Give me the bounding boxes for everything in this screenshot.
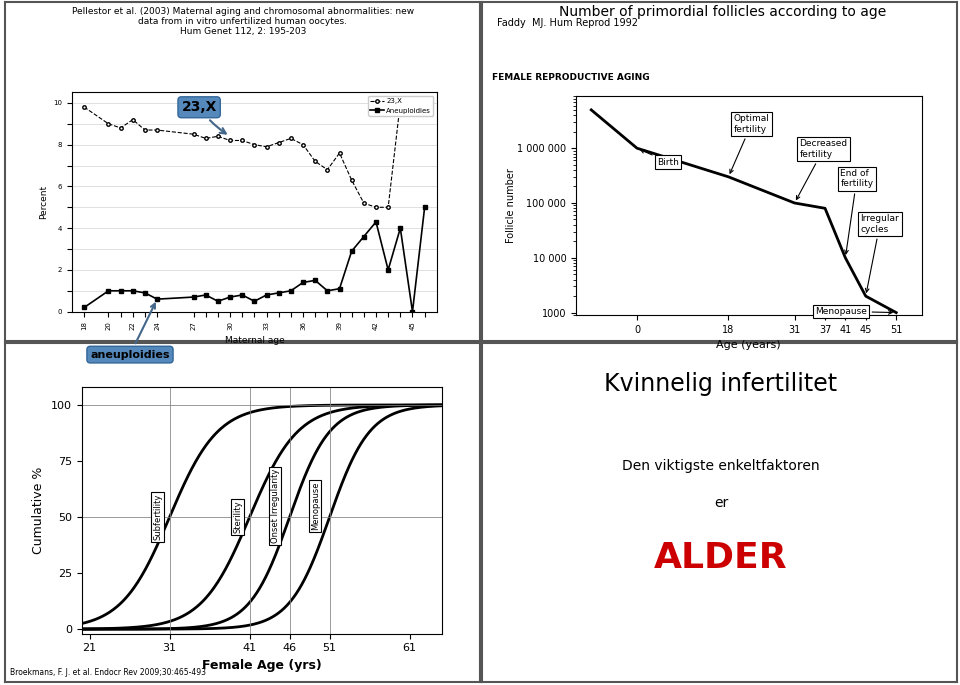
Text: Number of primordial follicles according to age: Number of primordial follicles according…: [560, 5, 886, 18]
Aneuploidies: [382, 266, 394, 274]
Aneuploidies: [322, 287, 333, 295]
Text: ALDER: ALDER: [654, 541, 788, 575]
23,X: [103, 120, 114, 128]
Aneuploidies: [236, 291, 248, 299]
Aneuploidies: [395, 224, 406, 232]
Line: 23,X: 23,X: [83, 101, 426, 209]
Aneuploidies: [188, 293, 200, 301]
23,X: [285, 134, 297, 142]
Aneuploidies: [419, 203, 430, 212]
Text: Broekmans, F. J. et al. Endocr Rev 2009;30:465-493: Broekmans, F. J. et al. Endocr Rev 2009;…: [10, 668, 205, 677]
23,X: [358, 199, 370, 208]
23,X: [236, 136, 248, 145]
Text: FEMALE REPRODUCTIVE AGING: FEMALE REPRODUCTIVE AGING: [492, 73, 650, 82]
Aneuploidies: [371, 218, 382, 226]
X-axis label: Female Age (yrs): Female Age (yrs): [202, 659, 322, 672]
Aneuploidies: [103, 287, 114, 295]
Text: 23,X: 23,X: [181, 100, 226, 134]
23,X: [395, 99, 406, 107]
Aneuploidies: [407, 308, 419, 316]
23,X: [322, 166, 333, 174]
23,X: [127, 116, 138, 124]
Text: Pellestor et al. (2003) Maternal aging and chromosomal abnormalities: new: Pellestor et al. (2003) Maternal aging a…: [72, 7, 414, 16]
Aneuploidies: [273, 289, 284, 297]
Text: Kvinnelig infertilitet: Kvinnelig infertilitet: [605, 371, 837, 396]
Aneuploidies: [346, 247, 357, 256]
Y-axis label: Cumulative %: Cumulative %: [33, 466, 45, 554]
Line: Aneuploidies: Aneuploidies: [83, 206, 426, 314]
23,X: [188, 130, 200, 138]
Aneuploidies: [225, 293, 236, 301]
Aneuploidies: [200, 291, 211, 299]
Text: Menopause: Menopause: [815, 307, 892, 316]
Text: Onset Irregularity: Onset Irregularity: [271, 469, 279, 543]
23,X: [212, 132, 224, 140]
23,X: [407, 99, 419, 107]
Text: er: er: [714, 497, 728, 510]
Text: Optimal
fertility: Optimal fertility: [730, 114, 769, 173]
Text: aneuploidies: aneuploidies: [90, 303, 170, 360]
23,X: [273, 138, 284, 147]
Text: Den viktigste enkeltfaktoren: Den viktigste enkeltfaktoren: [622, 459, 820, 473]
Aneuploidies: [249, 297, 260, 306]
X-axis label: Maternal age: Maternal age: [225, 336, 284, 345]
23,X: [334, 149, 346, 157]
23,X: [79, 103, 90, 111]
Aneuploidies: [127, 287, 138, 295]
23,X: [371, 203, 382, 212]
Text: Menopause: Menopause: [311, 482, 320, 530]
23,X: [382, 203, 394, 212]
Legend: 23,X, Aneuploidies: 23,X, Aneuploidies: [369, 96, 433, 116]
23,X: [115, 124, 127, 132]
23,X: [200, 134, 211, 142]
Text: Sterility: Sterility: [233, 501, 242, 534]
Y-axis label: Follicle number: Follicle number: [506, 168, 516, 243]
Text: data from in vitro unfertilized human oocytes.: data from in vitro unfertilized human oo…: [138, 17, 348, 26]
Aneuploidies: [152, 295, 163, 303]
Text: Faddy  MJ. Hum Reprod 1992: Faddy MJ. Hum Reprod 1992: [497, 18, 638, 28]
Aneuploidies: [79, 303, 90, 312]
Text: Irregular
cycles: Irregular cycles: [860, 214, 900, 292]
Aneuploidies: [261, 291, 273, 299]
23,X: [225, 136, 236, 145]
Y-axis label: Percent: Percent: [38, 185, 48, 219]
Aneuploidies: [334, 284, 346, 292]
23,X: [298, 140, 309, 149]
Aneuploidies: [298, 278, 309, 286]
Text: Decreased
fertility: Decreased fertility: [797, 139, 848, 199]
Aneuploidies: [212, 297, 224, 306]
23,X: [249, 140, 260, 149]
Aneuploidies: [358, 232, 370, 240]
Aneuploidies: [115, 287, 127, 295]
X-axis label: Age (years): Age (years): [716, 340, 781, 351]
23,X: [152, 126, 163, 134]
Aneuploidies: [285, 287, 297, 295]
23,X: [346, 176, 357, 184]
Text: End of
fertility: End of fertility: [840, 169, 874, 254]
23,X: [419, 99, 430, 107]
Text: Birth: Birth: [640, 149, 679, 166]
23,X: [309, 158, 321, 166]
23,X: [261, 142, 273, 151]
Text: Subfertility: Subfertility: [153, 494, 162, 540]
23,X: [139, 126, 151, 134]
Text: Hum Genet 112, 2: 195-203: Hum Genet 112, 2: 195-203: [180, 27, 306, 36]
Aneuploidies: [309, 276, 321, 284]
Aneuploidies: [139, 289, 151, 297]
